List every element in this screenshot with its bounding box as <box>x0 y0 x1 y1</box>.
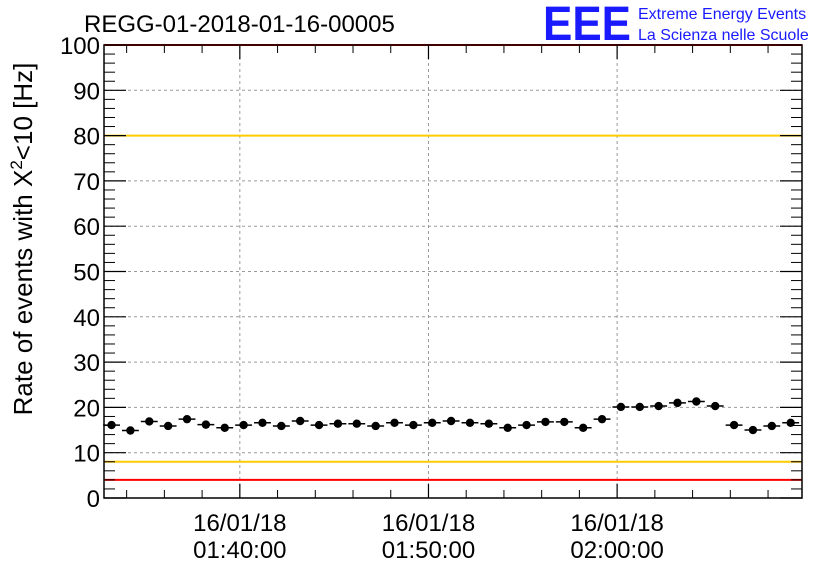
data-point <box>729 420 739 430</box>
data-point <box>465 418 475 428</box>
data-point <box>314 420 324 430</box>
data-point <box>107 420 116 430</box>
x-tick-labels: 16/01/1801:40:0016/01/1801:50:0016/01/18… <box>193 510 664 564</box>
data-point <box>428 418 437 428</box>
data-point <box>201 420 211 429</box>
x-tick-label-date: 16/01/18 <box>193 510 286 537</box>
x-tick-label-time: 01:40:00 <box>193 537 286 564</box>
x-tick-label-date: 16/01/18 <box>382 510 475 537</box>
y-tick-label: 100 <box>60 33 100 60</box>
eee-logo: EEE Extreme Energy Events La Scienza nel… <box>543 0 809 51</box>
x-tick-label-date: 16/01/18 <box>570 510 663 537</box>
data-point <box>616 402 626 412</box>
y-tick-label: 70 <box>73 169 100 196</box>
x-tick-label-time: 02:00:00 <box>570 537 663 564</box>
y-tick-label: 90 <box>73 78 100 105</box>
logo-line1: Extreme Energy Events <box>638 6 806 23</box>
data-point <box>277 421 286 431</box>
y-axis-title-post: <10 [Hz] <box>8 63 38 161</box>
data-point <box>654 401 663 411</box>
data-point <box>484 419 494 428</box>
reference-lines <box>104 44 802 481</box>
y-tick-label: 10 <box>73 441 100 468</box>
data-point <box>541 417 550 427</box>
data-point <box>258 418 267 428</box>
data-point <box>409 420 418 430</box>
grid <box>104 45 802 498</box>
data-point <box>239 420 248 430</box>
logo-line2: La Scienza nelle Scuole <box>638 27 809 44</box>
chart-title: REGG-01-2018-01-16-00005 <box>84 11 395 38</box>
data-point <box>748 425 758 435</box>
data-point <box>635 402 644 412</box>
y-tick-label: 40 <box>73 305 100 332</box>
y-tick-label: 50 <box>73 260 100 287</box>
data-points <box>103 397 800 435</box>
data-point <box>711 401 720 411</box>
y-tick-labels: 0 10 20 30 40 50 60 70 80 90 100 <box>60 33 100 513</box>
data-point <box>295 416 305 426</box>
data-point <box>673 398 682 408</box>
data-point <box>786 418 795 428</box>
data-point <box>163 421 173 431</box>
data-point <box>182 414 192 424</box>
data-point <box>560 417 569 427</box>
data-point <box>597 414 607 424</box>
y-axis-title-superscript: 2 <box>7 160 26 169</box>
y-tick-label: 30 <box>73 350 100 377</box>
data-point <box>692 397 701 406</box>
data-point <box>145 417 154 426</box>
data-point <box>352 419 361 428</box>
plot-frame <box>103 44 803 499</box>
y-axis-title-pre: Rate of events with <box>8 187 38 415</box>
data-point <box>578 423 588 432</box>
data-point <box>503 423 512 432</box>
y-tick-label: 20 <box>73 395 100 422</box>
y-tick-label: 0 <box>87 486 100 513</box>
data-point <box>446 416 456 426</box>
data-point <box>220 423 229 432</box>
y-tick-label: 60 <box>73 214 100 241</box>
data-point <box>126 426 135 435</box>
logo-mark: EEE <box>543 0 631 51</box>
data-point <box>522 420 531 430</box>
y-axis-title-symbol: X <box>8 170 38 187</box>
data-point <box>390 418 399 428</box>
data-point <box>333 419 343 428</box>
y-axis-title: Rate of events with X2<10 [Hz] <box>7 63 38 416</box>
data-point <box>371 421 380 431</box>
x-tick-label-time: 01:50:00 <box>382 537 475 564</box>
y-tick-label: 80 <box>73 124 100 151</box>
data-point <box>767 421 777 431</box>
